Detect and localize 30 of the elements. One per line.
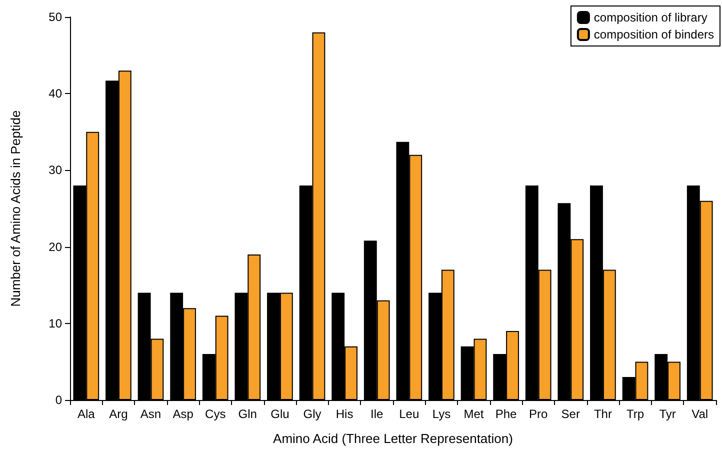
x-tick-label: Arg [109, 407, 128, 421]
y-tick-label: 20 [48, 240, 62, 254]
x-tick-label: Trp [626, 407, 644, 421]
x-tick-label: Met [464, 407, 484, 421]
x-tick-label: Gly [303, 407, 322, 421]
x-tick-label: Lys [432, 407, 451, 421]
x-tick-label: Asp [172, 407, 194, 421]
x-tick-label: Leu [399, 407, 420, 421]
y-tick-label: 10 [48, 316, 62, 330]
y-tick-label: 30 [48, 163, 62, 178]
y-tick-label: 0 [55, 393, 62, 407]
x-tick-label: Asn [140, 407, 162, 421]
x-tick-label: Ile [370, 407, 384, 421]
x-tick-label: Val [692, 407, 708, 421]
y-tick-label: 40 [48, 86, 62, 101]
x-tick-label: Phe [495, 407, 518, 421]
y-axis-title: Number of Amino Acids in Peptide [8, 110, 23, 307]
y-tick-label: 50 [48, 10, 62, 24]
x-tick-label: Gln [238, 407, 257, 421]
legend-label: composition of library [594, 10, 708, 24]
x-tick-label: Glu [270, 407, 290, 421]
x-tick-label: Thr [594, 407, 612, 421]
x-axis-title: Amino Acid (Three Letter Representation) [273, 431, 513, 446]
x-tick-label: His [336, 407, 354, 421]
x-tick-label: Ala [77, 407, 96, 421]
x-tick-label: Pro [529, 407, 548, 421]
x-tick-label: Tyr [659, 407, 676, 421]
x-tick-label: Ser [561, 407, 580, 421]
x-tick-label: Cys [205, 407, 226, 421]
legend-label: composition of binders [594, 28, 714, 42]
